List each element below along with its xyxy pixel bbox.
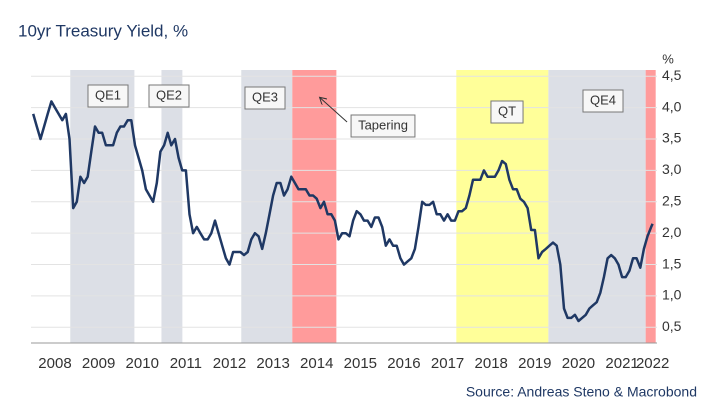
region-label: QT — [498, 103, 516, 118]
x-tick-label: 2009 — [82, 355, 115, 372]
x-tick-label: 2014 — [300, 355, 333, 372]
x-tick-label: 2022 — [636, 355, 669, 372]
label-box — [582, 89, 624, 113]
source: Source: Andreas Steno & Macrobond — [466, 384, 697, 400]
x-tick-label: 2012 — [213, 355, 246, 372]
shaded-region — [292, 70, 337, 343]
x-tick-label: 2015 — [344, 355, 377, 372]
shaded-region — [548, 70, 646, 343]
y-tick-label: 4,5 — [662, 67, 682, 83]
y-tick-label: 1,5 — [662, 255, 682, 271]
chart-title: 10yr Treasury Yield, % — [18, 21, 188, 40]
y-tick-label: 2,0 — [662, 224, 682, 240]
yield-line — [31, 100, 654, 323]
y-tick-label: 3,5 — [662, 130, 682, 146]
region-label: Tapering — [358, 117, 408, 132]
label-box — [87, 84, 129, 108]
y-tick-label: 3,0 — [662, 161, 682, 177]
y-tick-label: 2,5 — [662, 192, 682, 208]
x-tick-label: 2016 — [387, 355, 420, 372]
x-tick-label: 2013 — [256, 355, 289, 372]
y-tick-label: 1,0 — [662, 287, 682, 303]
x-tick-label: 2010 — [126, 355, 159, 372]
label-box — [244, 86, 286, 110]
x-tick-label: 2017 — [431, 355, 464, 372]
x-tick-label: 2021 — [605, 355, 638, 372]
x-tick-label: 2018 — [475, 355, 508, 372]
arrow — [320, 98, 348, 123]
label-box — [490, 100, 524, 124]
region-label: QE2 — [156, 87, 182, 102]
y-axis-label: % — [662, 51, 674, 66]
shaded-region — [161, 70, 183, 343]
shaded-region — [645, 70, 656, 343]
x-tick-label: 2011 — [170, 355, 202, 372]
y-tick-label: 4,0 — [662, 98, 682, 114]
label-box — [350, 114, 416, 138]
x-tick-label: 2008 — [38, 355, 71, 372]
region-label: QE1 — [95, 87, 121, 102]
region-label: QE3 — [252, 89, 278, 104]
shaded-region — [70, 70, 135, 343]
label-box — [148, 84, 190, 108]
y-tick-label: 0,5 — [662, 318, 682, 334]
x-tick-label: 2019 — [518, 355, 551, 372]
shaded-region — [241, 70, 293, 343]
region-label: QE4 — [590, 92, 616, 107]
x-tick-label: 2020 — [562, 355, 595, 372]
